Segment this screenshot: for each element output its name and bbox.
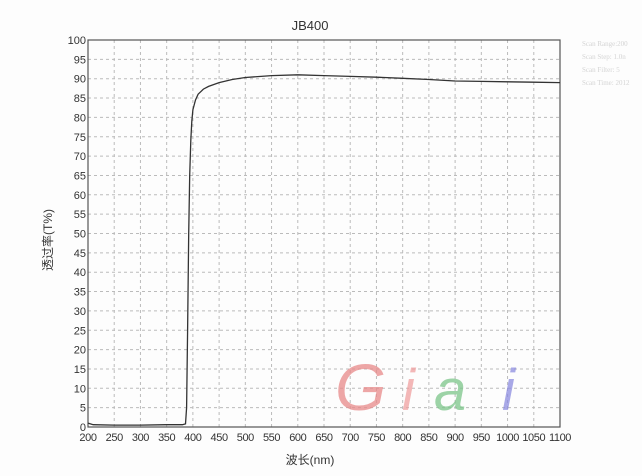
scan-range: Scan Range:200	[582, 40, 628, 48]
y-tick-label: 75	[74, 132, 86, 144]
x-tick-label: 900	[447, 432, 464, 444]
x-tick-label: 400	[184, 432, 201, 444]
y-tick-label: 50	[74, 229, 86, 241]
y-tick-label: 45	[74, 248, 86, 260]
x-tick-label: 650	[315, 432, 332, 444]
y-tick-label: 80	[74, 112, 86, 124]
x-tick-label: 350	[158, 432, 175, 444]
x-tick-label: 800	[394, 432, 411, 444]
y-tick-label: 10	[74, 383, 86, 395]
x-tick-label: 450	[211, 432, 228, 444]
plot-frame	[87, 39, 561, 428]
x-tick-label: 850	[420, 432, 437, 444]
y-tick-label: 0	[80, 422, 86, 434]
scan-filter: Scan Filter: 5	[582, 66, 620, 74]
grid	[87, 39, 561, 428]
y-tick-label: 65	[74, 170, 86, 182]
y-tick-label: 20	[74, 345, 86, 357]
tick-labels: 200 250 300 350 400 450 500 550 600 650 700 750 800 8…	[68, 35, 572, 444]
y-tick-label: 95	[74, 54, 86, 66]
x-tick-label: 950	[473, 432, 490, 444]
x-tick-label: 700	[342, 432, 359, 444]
y-tick-label: 35	[74, 287, 86, 299]
logo-letter: i	[402, 358, 417, 423]
y-tick-label: 70	[74, 151, 86, 163]
logo-letter: i	[502, 358, 517, 423]
scan-time: Scan Time: 2012	[582, 79, 630, 87]
x-tick-label: 500	[237, 432, 254, 444]
y-tick-label: 100	[68, 35, 86, 47]
series-line	[87, 74, 561, 426]
y-tick-label: 30	[74, 306, 86, 318]
y-tick-label: 15	[74, 364, 86, 376]
x-tick-label: 300	[132, 432, 149, 444]
x-tick-label: 1000	[496, 432, 519, 444]
x-axis-label: 波长(nm)	[286, 453, 335, 467]
y-tick-label: 55	[74, 209, 86, 221]
y-tick-label: 85	[74, 93, 86, 105]
chart-title: JB400	[292, 18, 329, 33]
x-tick-label: 1050	[522, 432, 545, 444]
y-tick-label: 25	[74, 325, 86, 337]
y-tick-label: 90	[74, 74, 86, 86]
y-tick-label: 40	[74, 267, 86, 279]
scan-step: Scan Step: 1.0n	[582, 53, 626, 61]
logo-letter: a	[434, 358, 466, 423]
x-tick-label: 1100	[549, 432, 571, 444]
x-tick-label: 600	[289, 432, 306, 444]
x-tick-label: 750	[368, 432, 385, 444]
y-axis-label: 透过率(T%)	[40, 209, 55, 271]
x-tick-label: 550	[263, 432, 280, 444]
x-tick-label: 250	[106, 432, 123, 444]
logo-letter: G	[335, 350, 386, 424]
y-tick-label: 5	[80, 403, 86, 415]
y-tick-label: 60	[74, 190, 86, 202]
x-tick-label: 200	[79, 432, 96, 444]
